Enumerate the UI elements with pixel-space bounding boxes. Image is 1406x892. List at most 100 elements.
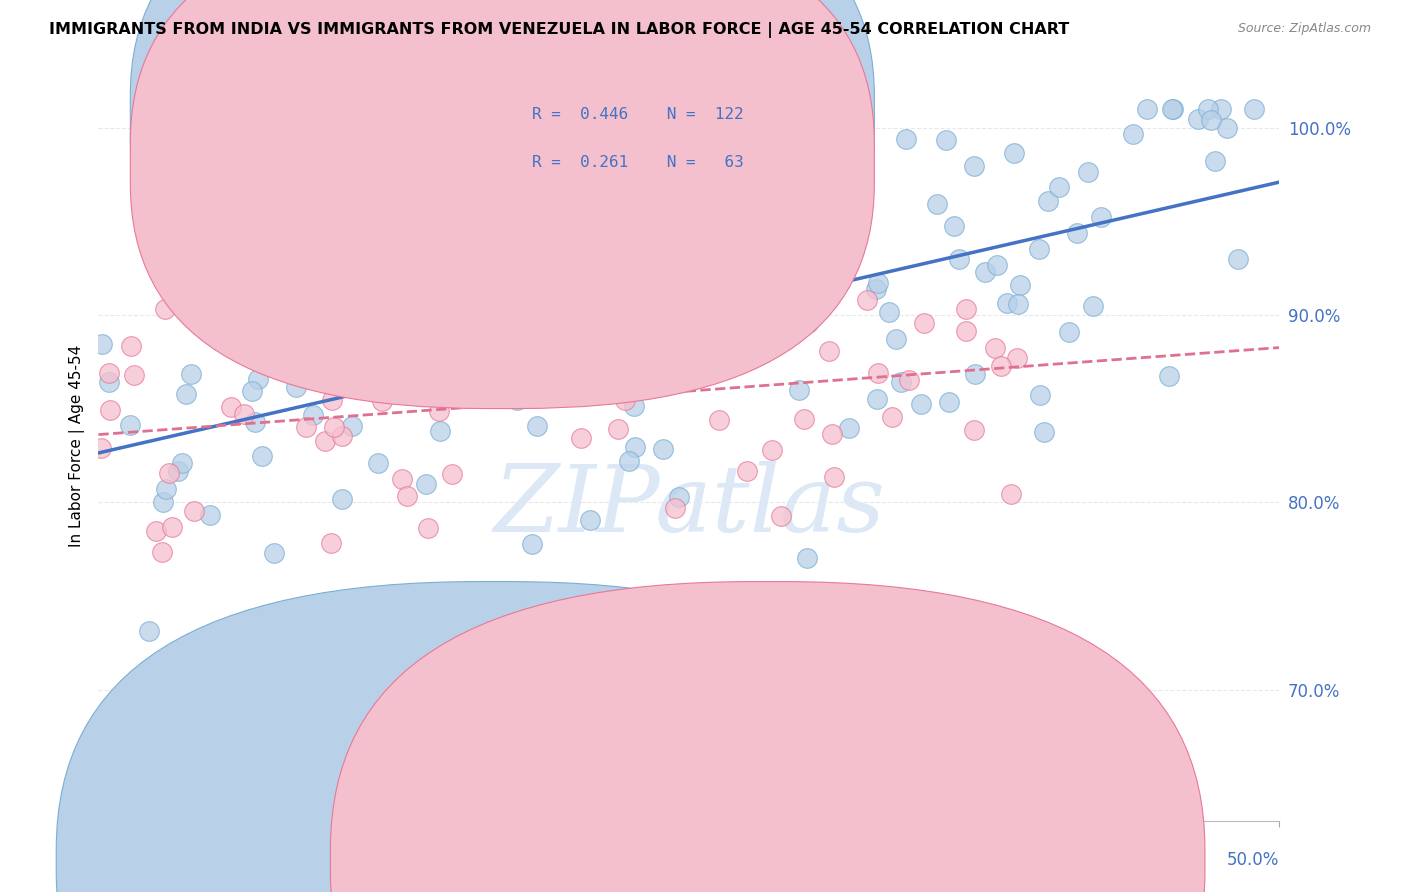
Point [797, 277, 820, 292]
Point [1036, 194, 1059, 209]
Point [145, 524, 167, 538]
Point [606, 421, 628, 435]
Point [1007, 297, 1029, 311]
Point [1002, 145, 1025, 160]
Point [578, 198, 600, 212]
Point [416, 264, 439, 278]
Point [167, 464, 190, 478]
Point [120, 339, 142, 353]
Point [1136, 102, 1159, 116]
Point [415, 476, 437, 491]
Point [541, 384, 564, 398]
Point [98, 402, 121, 417]
Point [569, 431, 592, 445]
Point [460, 299, 482, 313]
Point [1028, 242, 1050, 256]
Text: Immigrants from India: Immigrants from India [513, 854, 676, 868]
Point [817, 343, 839, 358]
Point [155, 482, 177, 496]
Point [284, 380, 307, 394]
Point [1122, 128, 1144, 142]
Point [180, 367, 202, 381]
FancyBboxPatch shape [471, 87, 801, 191]
Point [529, 325, 551, 339]
Point [709, 413, 731, 427]
Point [948, 252, 970, 266]
Point [454, 292, 477, 306]
Point [866, 277, 889, 291]
Point [361, 324, 384, 338]
Point [955, 324, 977, 338]
Point [371, 394, 394, 409]
Point [153, 301, 176, 316]
Point [626, 303, 648, 318]
Point [579, 513, 602, 527]
Point [342, 418, 364, 433]
Point [894, 132, 917, 146]
FancyBboxPatch shape [131, 0, 875, 361]
Point [321, 536, 343, 550]
Point [651, 290, 673, 304]
Point [321, 392, 343, 407]
Text: IMMIGRANTS FROM INDIA VS IMMIGRANTS FROM VENEZUELA IN LABOR FORCE | AGE 45-54 CO: IMMIGRANTS FROM INDIA VS IMMIGRANTS FROM… [49, 22, 1070, 38]
Point [962, 423, 984, 437]
Point [761, 442, 783, 457]
Point [429, 425, 451, 439]
Point [728, 348, 751, 362]
Point [172, 456, 194, 470]
Point [183, 504, 205, 518]
Point [122, 368, 145, 382]
Point [706, 175, 728, 189]
Point [506, 392, 529, 407]
Point [302, 408, 325, 422]
Point [395, 489, 418, 503]
Point [707, 102, 730, 116]
Point [965, 367, 987, 381]
Point [174, 387, 197, 401]
Point [246, 372, 269, 386]
Point [526, 419, 548, 434]
Point [955, 301, 977, 316]
Point [1077, 165, 1099, 179]
Point [120, 417, 142, 432]
Point [1161, 102, 1184, 116]
Point [1029, 388, 1052, 402]
Point [245, 415, 267, 429]
Point [418, 521, 440, 535]
Point [890, 375, 912, 389]
Point [623, 399, 645, 413]
Text: 50.0%: 50.0% [1227, 851, 1279, 869]
Text: ZIPatlas: ZIPatlas [494, 461, 884, 551]
Point [157, 466, 180, 480]
Point [444, 228, 467, 243]
Point [821, 426, 844, 441]
Point [986, 258, 1008, 272]
Point [659, 336, 682, 351]
Point [879, 304, 901, 318]
Point [361, 194, 384, 209]
Point [219, 401, 242, 415]
Point [641, 285, 664, 300]
Point [138, 624, 160, 638]
Point [647, 208, 669, 222]
Point [735, 247, 758, 261]
Point [797, 316, 820, 330]
Point [974, 265, 997, 279]
Point [935, 133, 957, 147]
Point [495, 302, 517, 317]
Point [731, 241, 754, 255]
Point [1090, 210, 1112, 224]
Text: R =  0.446    N =  122: R = 0.446 N = 122 [531, 107, 744, 122]
Point [1010, 278, 1032, 293]
Point [1066, 226, 1088, 240]
Point [664, 501, 686, 516]
Point [668, 490, 690, 504]
Point [837, 421, 859, 435]
Text: R =  0.261    N =   63: R = 0.261 N = 63 [531, 155, 744, 170]
Point [240, 384, 263, 398]
Point [683, 196, 706, 211]
Point [1057, 326, 1080, 340]
Point [1081, 299, 1104, 313]
Point [606, 169, 628, 183]
Point [453, 252, 475, 267]
